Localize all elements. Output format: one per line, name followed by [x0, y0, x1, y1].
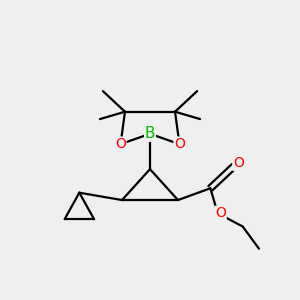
- Text: O: O: [215, 206, 226, 220]
- Text: O: O: [233, 156, 244, 170]
- Text: B: B: [145, 126, 155, 141]
- Text: O: O: [115, 137, 126, 151]
- Text: O: O: [174, 137, 185, 151]
